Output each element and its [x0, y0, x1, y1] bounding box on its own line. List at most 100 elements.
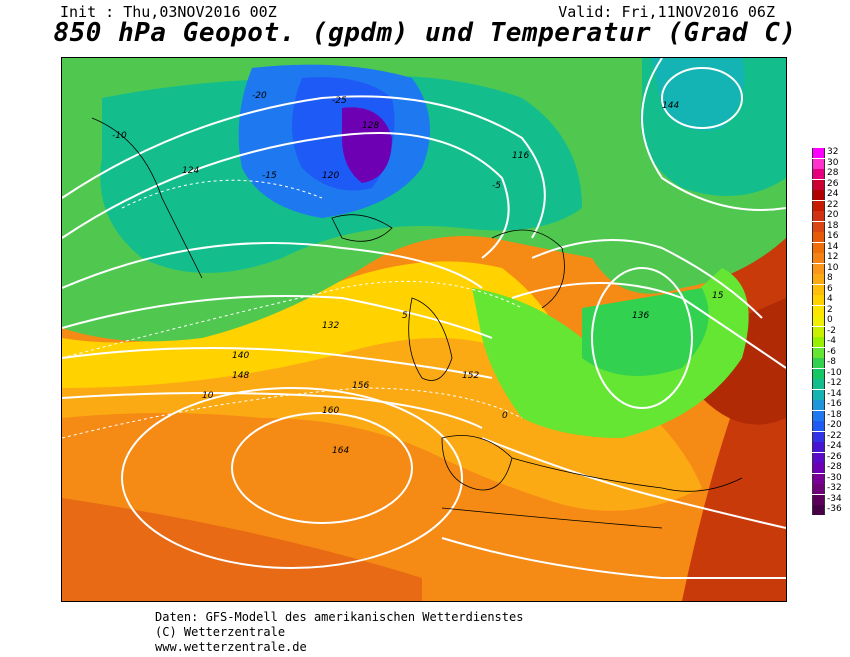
height-label-136: 136 [632, 311, 649, 321]
temp-label-10: 10 [202, 391, 214, 401]
legend-swatch [812, 494, 825, 505]
legend-swatch [812, 274, 825, 284]
legend-value: -16 [827, 399, 842, 409]
legend-value: -26 [827, 451, 842, 462]
greenland-coast [91, 117, 203, 279]
height-label-164: 164 [332, 446, 349, 456]
legend-swatch [812, 179, 825, 190]
legend-value: 6 [827, 283, 833, 294]
legend-value: 22 [827, 199, 839, 210]
legend-swatch [812, 505, 825, 515]
legend-value: -4 [827, 336, 836, 346]
legend-value: 26 [827, 178, 839, 189]
legend-swatch [812, 389, 825, 400]
isoline-148 [62, 347, 493, 379]
height-label-132: 132 [322, 321, 339, 331]
legend-value: -12 [827, 378, 842, 388]
coldest-core [342, 107, 392, 183]
height-label-140: 140 [232, 351, 249, 361]
legend-value: -6 [827, 346, 836, 357]
legend-value: -22 [827, 430, 842, 441]
legend-value: -14 [827, 388, 842, 399]
legend-value: -34 [827, 493, 842, 504]
british-isles-coast [408, 297, 453, 381]
legend-swatch [812, 263, 825, 274]
africa-coast [441, 507, 663, 529]
central-europe-cool [582, 288, 709, 376]
temp-label-minus25: -25 [332, 96, 347, 106]
map-labels: 120 124 128 116 132 140 148 152 156 160 … [112, 91, 724, 456]
legend-swatch [812, 452, 825, 463]
map-canvas: 120 124 128 116 132 140 148 152 156 160 … [62, 58, 786, 601]
legend-value: 28 [827, 168, 839, 178]
isoline-124 [62, 132, 510, 259]
legend-value: 12 [827, 252, 839, 262]
legend-value: -8 [827, 357, 836, 367]
legend-value: 10 [827, 262, 839, 273]
temp-label-minus10: -10 [112, 131, 127, 141]
legend-swatch [812, 148, 825, 158]
legend-value: -32 [827, 483, 842, 493]
isoline-south-152 [481, 437, 786, 529]
legend-value: 14 [827, 241, 839, 252]
height-label-116: 116 [512, 151, 529, 161]
eastern-hot-zone [682, 198, 786, 601]
temp-label-minus20: -20 [252, 91, 267, 101]
legend-swatch [812, 158, 825, 169]
legend-value: 8 [827, 273, 833, 283]
isoline-east-2 [511, 282, 786, 369]
legend-swatch [812, 242, 825, 253]
legend-swatch [812, 316, 825, 326]
legend-swatch [812, 190, 825, 200]
legend-swatch [812, 337, 825, 347]
legend-value: 18 [827, 220, 839, 231]
legend-value: -36 [827, 504, 842, 514]
legend-swatch [812, 400, 825, 410]
legend-swatch [812, 200, 825, 211]
website-url[interactable]: www.wetterzentrale.de [155, 640, 307, 654]
height-label-128: 128 [362, 121, 379, 131]
legend-value: 32 [827, 147, 839, 157]
temp-label-15: 15 [712, 291, 724, 301]
legend-swatch [812, 442, 825, 452]
isotherm-minus10 [121, 179, 323, 209]
legend-value: 2 [827, 304, 833, 315]
legend-swatch [812, 410, 825, 421]
legend-value: -28 [827, 462, 842, 472]
legend-value: 16 [827, 231, 839, 241]
legend-swatch [812, 221, 825, 232]
isoline-120 [62, 95, 546, 239]
coastlines [91, 117, 743, 529]
isoline-148-north [661, 67, 743, 129]
legend-value: 4 [827, 294, 833, 304]
legend-value: 0 [827, 315, 833, 325]
legend-swatch [812, 326, 825, 337]
legend-swatch [812, 284, 825, 295]
temp-label-minus15: -15 [262, 171, 277, 181]
legend-value: -10 [827, 367, 842, 378]
mediterranean-coast [511, 457, 743, 492]
legend-value: -2 [827, 325, 836, 336]
height-label-148: 148 [232, 371, 249, 381]
legend-swatch [812, 295, 825, 305]
legend-swatch [812, 473, 825, 484]
temp-label-0: 0 [502, 411, 508, 421]
legend-value: 30 [827, 157, 839, 168]
legend-value: -18 [827, 409, 842, 420]
isoline-132 [62, 242, 483, 289]
legend-swatch [812, 305, 825, 316]
height-label-160: 160 [322, 406, 339, 416]
geopotential-isolines [62, 58, 786, 579]
temperature-isolines [62, 179, 523, 439]
legend-value: -24 [827, 441, 842, 451]
height-label-152: 152 [462, 371, 479, 381]
legend-swatch [812, 253, 825, 263]
legend-swatch [812, 169, 825, 179]
legend-value: 20 [827, 210, 839, 220]
copyright-credit: (C) Wetterzentrale [155, 625, 286, 639]
low-pressure-132 [591, 267, 693, 409]
legend-swatch [812, 379, 825, 389]
height-label-156: 156 [352, 381, 369, 391]
legend-swatch [812, 347, 825, 358]
isoline-156 [62, 392, 483, 429]
